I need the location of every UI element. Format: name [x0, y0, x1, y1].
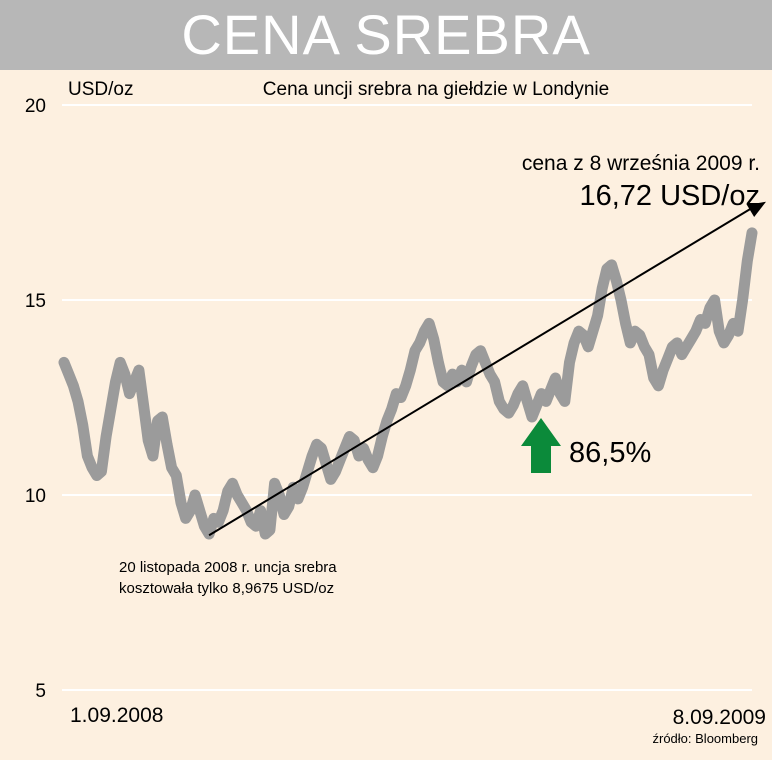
end-price-label: 16,72 USD/oz [579, 180, 760, 212]
chart-title: CENA SREBRA [181, 3, 591, 66]
series-silver-price [58, 227, 758, 540]
y-tick-label: 20 [25, 96, 46, 117]
gridlines [62, 104, 752, 691]
low-note-line1: 20 listopada 2008 r. uncja srebra [119, 559, 337, 576]
x-start-label: 1.09.2008 [70, 704, 163, 727]
trend-arrow [208, 201, 766, 537]
trend-arrowhead [746, 201, 766, 217]
low-note-line2: kosztowała tylko 8,9675 USD/oz [119, 580, 334, 597]
y-tick-label: 15 [25, 291, 46, 312]
series-line [58, 227, 758, 540]
x-end-label: 8.09.2009 [673, 706, 766, 729]
y-tick-label: 10 [25, 486, 46, 507]
trend-line [208, 205, 755, 537]
up-arrow-icon [521, 418, 561, 473]
source-label: źródło: Bloomberg [653, 731, 759, 746]
end-date-note: cena z 8 września 2009 r. [522, 152, 760, 175]
y-tick-label: 5 [35, 681, 46, 702]
chart-subtitle: Cena uncji srebra na giełdzie w Londynie [263, 79, 609, 100]
y-tick-labels: 20 15 10 5 [25, 96, 46, 702]
change-percent-label: 86,5% [569, 437, 651, 469]
y-axis-unit: USD/oz [68, 79, 133, 100]
title-bar: CENA SREBRA [0, 0, 772, 70]
